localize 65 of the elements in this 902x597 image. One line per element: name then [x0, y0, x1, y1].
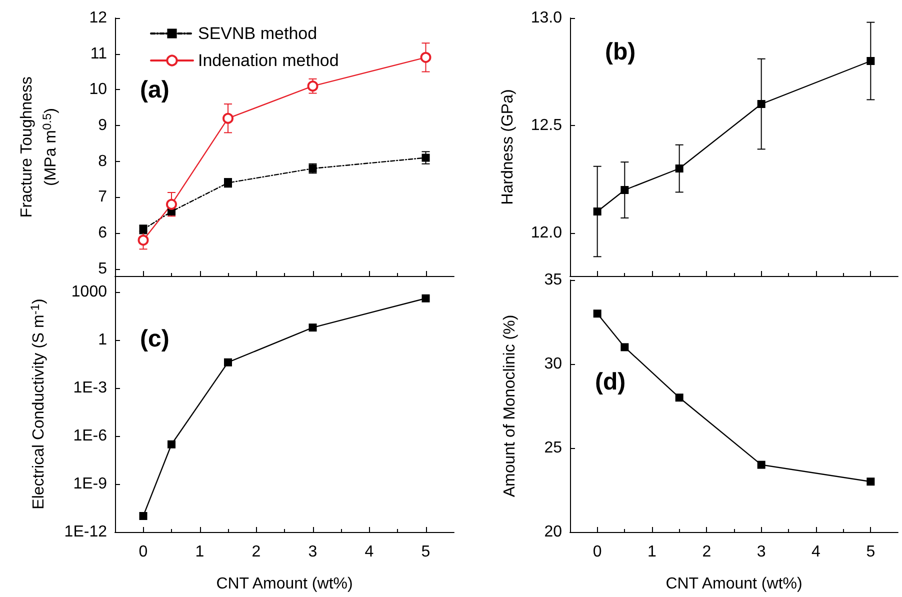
- y-tick-label: 30: [544, 356, 562, 372]
- y-axis-title: Amount of Monoclinic (%): [502, 314, 518, 498]
- y-tick-label: 1E-9: [73, 476, 108, 492]
- point: [620, 186, 629, 194]
- point: [593, 310, 602, 318]
- y-tick-label: 1E-3: [73, 380, 108, 396]
- annotation: (a): [140, 76, 170, 104]
- point: [675, 164, 684, 172]
- point: [308, 324, 317, 332]
- point: [307, 80, 318, 92]
- y-tick-label: 13.0: [530, 10, 562, 26]
- x-tick-label: 1: [195, 544, 204, 560]
- x-tick-label: 4: [364, 544, 374, 560]
- annotation: (b): [605, 38, 636, 66]
- y-tick-label: 10: [89, 81, 108, 98]
- point: [757, 460, 766, 469]
- x-tick-label: 3: [756, 544, 766, 560]
- annotation: (c): [140, 326, 170, 352]
- point: [757, 100, 766, 108]
- point: [422, 154, 430, 162]
- x-tick-label: 5: [866, 544, 876, 560]
- x-axis-title: CNT Amount (wt%): [216, 576, 353, 592]
- point: [866, 57, 875, 65]
- y-tick-label: 35: [544, 272, 562, 288]
- legend-label: SEVNB method: [198, 24, 318, 43]
- point: [675, 394, 684, 402]
- annotation: (d): [595, 368, 626, 396]
- point: [620, 343, 629, 352]
- y-tick-label: 6: [98, 224, 108, 242]
- point: [422, 294, 430, 302]
- y-tick-label: 12.0: [530, 224, 562, 242]
- legend-label: Indenation method: [198, 51, 339, 70]
- x-tick-label: 2: [252, 544, 261, 560]
- point: [139, 512, 148, 520]
- y-tick-label: 25: [544, 440, 562, 456]
- y-tick-label: 1: [98, 332, 108, 348]
- y-tick-label: 8: [98, 152, 108, 170]
- point: [593, 208, 602, 216]
- x-tick-label: 5: [421, 544, 430, 560]
- point: [420, 52, 432, 63]
- y-tick-label: 11: [90, 45, 108, 62]
- x-tick-label: 3: [308, 544, 318, 560]
- y-tick-label: 9: [98, 117, 108, 134]
- y-tick-label: 20: [544, 524, 562, 540]
- point: [166, 198, 177, 210]
- point: [222, 112, 234, 124]
- y-tick-label: 1000: [71, 284, 108, 300]
- y-axis-title: Hardness (GPa): [499, 89, 516, 205]
- point: [138, 234, 149, 246]
- y-axis-title: Electrical Conductivity (S m-1): [28, 298, 48, 510]
- x-tick-label: 1: [648, 544, 657, 560]
- y-tick-label: 5: [98, 260, 108, 278]
- point: [224, 358, 232, 366]
- point: [866, 478, 875, 486]
- y-tick-label: 7: [98, 188, 108, 206]
- y-tick-label: 12: [89, 10, 108, 26]
- x-axis-title: CNT Amount (wt%): [666, 576, 802, 592]
- x-tick-label: 0: [592, 544, 602, 560]
- x-tick-label: 0: [138, 544, 148, 560]
- y-tick-label: 1E-12: [64, 524, 108, 540]
- y-tick-label: 12.5: [530, 117, 562, 134]
- point: [168, 440, 176, 448]
- x-tick-label: 2: [702, 544, 712, 560]
- x-tick-label: 4: [812, 544, 821, 560]
- y-tick-label: 1E-6: [73, 428, 108, 444]
